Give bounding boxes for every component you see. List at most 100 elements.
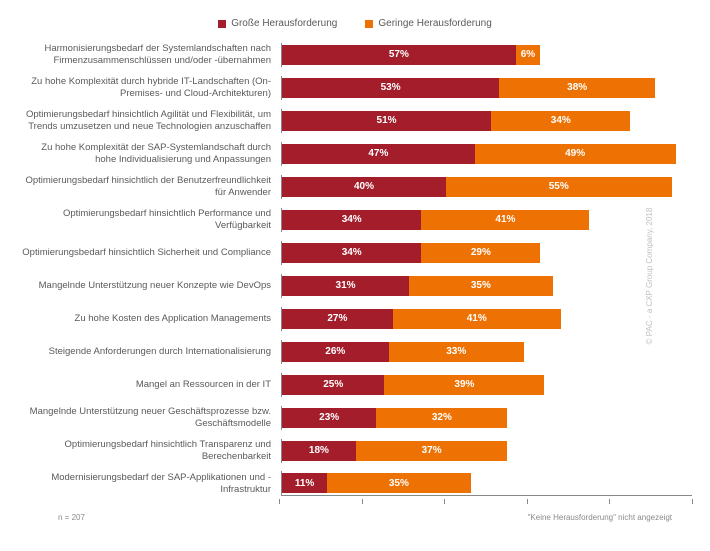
bar-segment-small: 33% [389,342,524,362]
chart-row: Modernisierungsbedarf der SAP-Applikatio… [18,468,692,499]
bar-area: 27% 41% [281,307,692,331]
chart-row: Optimierungsbedarf hinsichtlich Agilität… [18,105,692,136]
bar-segment-large: 18% [282,441,356,461]
bar-area: 11% 35% [281,471,692,496]
row-label: Optimierungsbedarf hinsichtlich Performa… [18,208,273,231]
bar-value-large: 31% [336,280,356,291]
axis-tick [692,499,693,504]
chart-row: Optimierungsbedarf hinsichtlich Sicherhe… [18,237,692,268]
bar-value-small: 41% [495,214,515,225]
bar-value-small: 55% [549,181,569,192]
bar-stack: 34% 29% [282,243,540,263]
bar-value-large: 57% [389,49,409,60]
copyright: © PAC - a CXP Group Company, 2018 [645,207,654,344]
bar-stack: 27% 41% [282,309,561,329]
bar-value-small: 35% [471,280,491,291]
bar-value-small: 33% [446,346,466,357]
bar-value-large: 26% [325,346,345,357]
bar-stack: 11% 35% [282,473,471,493]
bar-segment-large: 47% [282,144,475,164]
bar-stack: 25% 39% [282,375,544,395]
row-label: Optimierungsbedarf hinsichtlich Agilität… [18,109,273,132]
bar-segment-large: 25% [282,375,384,395]
bar-area: 26% 33% [281,340,692,364]
row-label: Mangelnde Unterstützung neuer Geschäftsp… [18,406,273,429]
footer-note: "Keine Herausforderung" nicht angezeigt [528,513,692,522]
row-label: Steigende Anforderungen durch Internatio… [18,346,273,357]
bar-value-large: 53% [381,82,401,93]
bar-value-small: 37% [422,445,442,456]
chart-footer: n = 207 "Keine Herausforderung" nicht an… [18,513,692,522]
bar-segment-small: 34% [491,111,630,131]
row-label: Mangelnde Unterstützung neuer Konzepte w… [18,280,273,291]
legend-label-2: Geringe Herausforderung [378,18,491,29]
bar-stack: 34% 41% [282,210,590,230]
bar-segment-large: 51% [282,111,491,131]
axis-tick [444,499,445,504]
bar-value-small: 34% [551,115,571,126]
bar-segment-small: 32% [376,408,507,428]
bar-segment-small: 39% [384,375,544,395]
bar-stack: 47% 49% [282,144,676,164]
bar-segment-small: 38% [499,78,655,98]
bar-area: 34% 41% [281,208,692,232]
bar-area: 47% 49% [281,142,692,166]
bar-area: 23%32% [281,406,692,430]
bar-segment-small: 55% [446,177,672,197]
chart-row: Mangel an Ressourcen in der IT25%39% [18,369,692,400]
legend-swatch-2 [365,20,373,28]
bar-area: 34% 29% [281,241,692,265]
bar-area: 18% 37% [281,439,692,463]
bar-stack: 57% 6% [282,45,540,65]
bar-segment-large: 57% [282,45,516,65]
chart-row: Zu hohe Kosten des Application Managemen… [18,303,692,334]
bar-value-small: 29% [471,247,491,258]
bar-segment-large: 31% [282,276,409,296]
bar-area: 57% 6% [281,43,692,67]
bar-stack: 53% 38% [282,78,655,98]
bar-stack: 23%32% [282,408,508,428]
chart-row: Optimierungsbedarf hinsichtlich Performa… [18,204,692,235]
bar-area: 40% 55% [281,175,692,199]
bar-segment-large: 26% [282,342,389,362]
legend-swatch-1 [218,20,226,28]
bar-segment-large: 40% [282,177,446,197]
axis-tick [362,499,363,504]
bar-segment-small: 41% [393,309,561,329]
bar-value-large: 18% [309,445,329,456]
bar-area: 31% 35% [281,274,692,298]
row-label: Optimierungsbedarf hinsichtlich der Benu… [18,175,273,198]
bar-segment-small: 35% [327,473,470,493]
chart-rows: Harmonisierungsbedarf der Systemlandscha… [18,39,692,499]
chart-row: Zu hohe Komplexität durch hybride IT-Lan… [18,72,692,103]
row-label: Harmonisierungsbedarf der Systemlandscha… [18,43,273,66]
axis-tick [609,499,610,504]
legend-label-1: Große Herausforderung [231,18,337,29]
row-label: Optimierungsbedarf hinsichtlich Transpar… [18,439,273,462]
bar-value-large: 34% [342,247,362,258]
bar-value-small: 49% [565,148,585,159]
bar-value-small: 6% [521,49,535,60]
bar-value-small: 35% [389,478,409,489]
chart-row: Mangelnde Unterstützung neuer Konzepte w… [18,270,692,301]
bar-value-small: 41% [467,313,487,324]
bar-segment-small: 29% [421,243,540,263]
chart-row: Optimierungsbedarf hinsichtlich der Benu… [18,171,692,202]
axis-tick [527,499,528,504]
axis-ticks [279,499,692,505]
chart-row: Steigende Anforderungen durch Internatio… [18,336,692,367]
chart-row: Zu hohe Komplexität der SAP-Systemlandsc… [18,138,692,169]
chart-inner: Große Herausforderung Geringe Herausford… [18,18,692,533]
bar-value-large: 25% [323,379,343,390]
bar-value-large: 51% [377,115,397,126]
chart-row: Mangelnde Unterstützung neuer Geschäftsp… [18,402,692,433]
bar-value-small: 39% [454,379,474,390]
bar-stack: 31% 35% [282,276,553,296]
bar-value-small: 32% [432,412,452,423]
bar-value-large: 27% [327,313,347,324]
bar-area: 51% 34% [281,109,692,133]
legend-item-2: Geringe Herausforderung [365,18,491,29]
bar-value-large: 11% [295,478,314,489]
bar-value-large: 34% [342,214,362,225]
bar-segment-large: 27% [282,309,393,329]
